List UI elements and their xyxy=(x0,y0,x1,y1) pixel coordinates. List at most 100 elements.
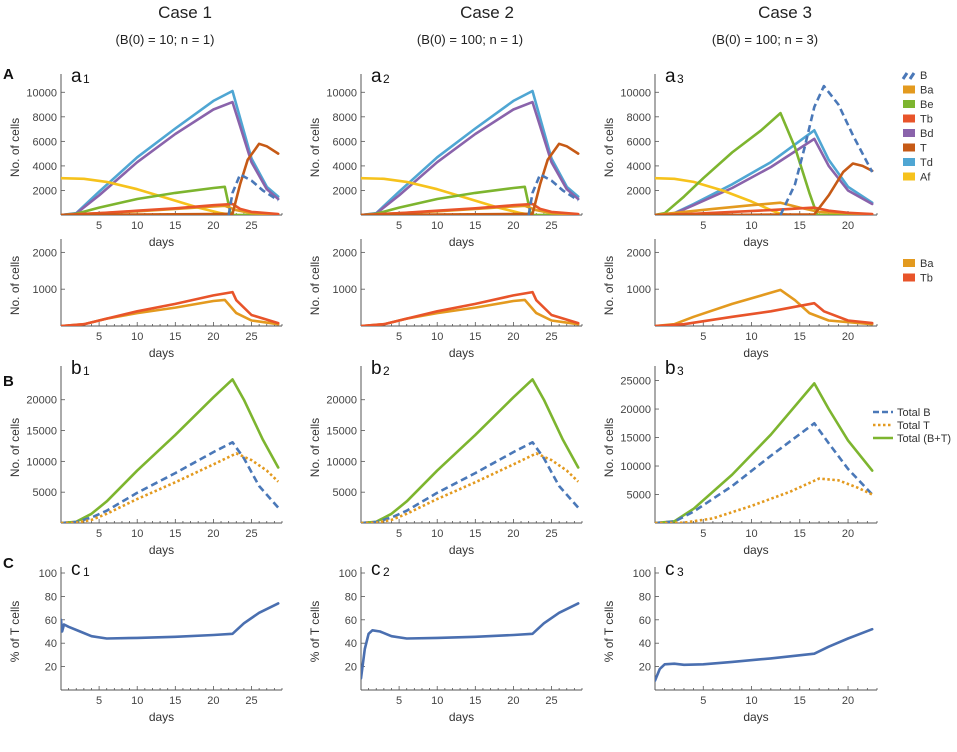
y-tick-label: 2000 xyxy=(33,247,57,259)
series-line-total-t xyxy=(361,452,580,523)
legend-swatch xyxy=(903,158,915,166)
y-tick-label: 15000 xyxy=(326,426,357,438)
x-tick-label: 25 xyxy=(245,331,257,343)
y-tick-label: 2000 xyxy=(33,185,57,197)
legend-entry: Total B xyxy=(873,407,931,419)
panel-c2: 5 10 15 20 25 20 40 60 80 100 days % of T cells c 2 xyxy=(308,559,583,724)
x-tick-label: 20 xyxy=(842,331,854,343)
series-line-total-t xyxy=(61,452,280,523)
series-line-total-b xyxy=(361,441,580,523)
y-tick-label: 5000 xyxy=(333,487,357,499)
legend-swatch xyxy=(903,114,915,123)
panel-label-a2: a xyxy=(371,66,382,87)
y-tick-label: 40 xyxy=(639,638,651,650)
panel-a3: 5 10 15 20 2000 4000 6000 8000 10000 days No. of c… xyxy=(602,66,878,249)
x-tick-label: 5 xyxy=(700,220,706,232)
series-line-total-b xyxy=(61,441,280,523)
legend-entry: Af xyxy=(903,172,931,184)
x-tick-label: 5 xyxy=(96,220,102,232)
series-group xyxy=(61,89,280,215)
y-tick-label: 15000 xyxy=(26,426,57,438)
y-tick-label: 60 xyxy=(45,615,57,627)
x-tick-label: 25 xyxy=(545,695,557,707)
legend-label: Total (B+T) xyxy=(897,433,951,445)
legend-entry: Total (B+T) xyxy=(873,433,951,445)
x-axis-label: days xyxy=(149,710,174,724)
legend-entry: Total T xyxy=(873,420,930,432)
y-tick-label: 10000 xyxy=(26,87,57,99)
legend-label: T xyxy=(920,143,927,155)
x-tick-label: 15 xyxy=(794,695,806,707)
panel-a2: 5 10 15 20 25 2000 4000 6000 8000 10000 days No. of… xyxy=(308,66,583,249)
legend-entry: T xyxy=(903,143,927,155)
series-line-b xyxy=(227,173,279,215)
row-label-a: A xyxy=(3,66,14,83)
panel-label-sub-b2: 2 xyxy=(383,364,390,378)
y-tick-label: 6000 xyxy=(627,136,651,148)
y-axis-label: No. of cells xyxy=(308,118,322,177)
panel-label-sub-a3: 3 xyxy=(677,72,684,86)
panel-label-sub-c1: 1 xyxy=(83,565,90,579)
series-line-t xyxy=(361,142,580,215)
series-line-td xyxy=(655,129,874,215)
panel-label-sub-a2: 2 xyxy=(383,72,390,86)
x-tick-label: 10 xyxy=(745,220,757,232)
y-tick-label: 20000 xyxy=(326,395,357,407)
series-line-tb xyxy=(655,206,874,215)
panel-label-a3: a xyxy=(665,66,676,87)
row-label-c: C xyxy=(3,555,14,572)
legend-entry: Be xyxy=(903,99,933,111)
case-2-title: Case 2 xyxy=(460,3,514,22)
x-tick-label: 10 xyxy=(745,528,757,540)
y-tick-label: 5000 xyxy=(627,490,651,502)
x-tick-label: 20 xyxy=(207,528,219,540)
series-group xyxy=(361,378,580,523)
x-axis-label: days xyxy=(149,235,174,249)
legend-entry: Bd xyxy=(903,128,933,140)
x-axis-label: days xyxy=(743,346,768,360)
x-tick-label: 5 xyxy=(700,528,706,540)
legend-entry: Ba xyxy=(903,258,934,270)
panel-label-sub-c3: 3 xyxy=(677,565,684,579)
y-tick-label: 10000 xyxy=(326,456,357,468)
panel-a1_lower: 5 10 15 20 25 1000 2000 days No. of cells xyxy=(8,239,283,360)
series-line-tb xyxy=(655,301,874,326)
y-tick-label: 2000 xyxy=(627,247,651,259)
y-axis-label: No. of cells xyxy=(308,418,322,477)
series-line-be xyxy=(655,111,874,215)
y-tick-label: 10000 xyxy=(620,87,651,99)
series-line-total-b-t xyxy=(61,378,280,523)
y-tick-label: 2000 xyxy=(333,247,357,259)
x-tick-label: 10 xyxy=(131,331,143,343)
panel-label-c2: c xyxy=(371,559,381,580)
y-axis-label: % of T cells xyxy=(8,601,22,663)
x-axis-label: days xyxy=(449,346,474,360)
legend-entry: B xyxy=(901,70,927,82)
x-tick-label: 15 xyxy=(469,528,481,540)
x-tick-label: 10 xyxy=(745,331,757,343)
y-tick-label: 100 xyxy=(633,568,651,580)
y-tick-label: 8000 xyxy=(33,112,57,124)
x-tick-label: 15 xyxy=(169,331,181,343)
panel-label-c1: c xyxy=(71,559,81,580)
series-line-td xyxy=(61,89,280,215)
y-tick-label: 20000 xyxy=(26,395,57,407)
panel-label-sub-c2: 2 xyxy=(383,565,390,579)
x-tick-label: 25 xyxy=(545,220,557,232)
series-group xyxy=(361,89,580,215)
x-tick-label: 5 xyxy=(96,528,102,540)
legend-swatch xyxy=(903,259,915,267)
y-tick-label: 20 xyxy=(639,662,651,674)
case-1-subtitle: (B(0) = 10; n = 1) xyxy=(116,32,215,47)
y-tick-label: 80 xyxy=(45,591,57,603)
legend-entry: Tb xyxy=(903,273,933,285)
y-tick-label: 1000 xyxy=(627,284,651,296)
panel-label-sub-b1: 1 xyxy=(83,364,90,378)
series-group xyxy=(61,602,280,640)
panel-a3_lower: 5 10 15 20 1000 2000 days No. of cells xyxy=(602,239,878,360)
x-tick-label: 15 xyxy=(794,528,806,540)
y-tick-label: 4000 xyxy=(627,161,651,173)
case-3-title: Case 3 xyxy=(758,3,812,22)
